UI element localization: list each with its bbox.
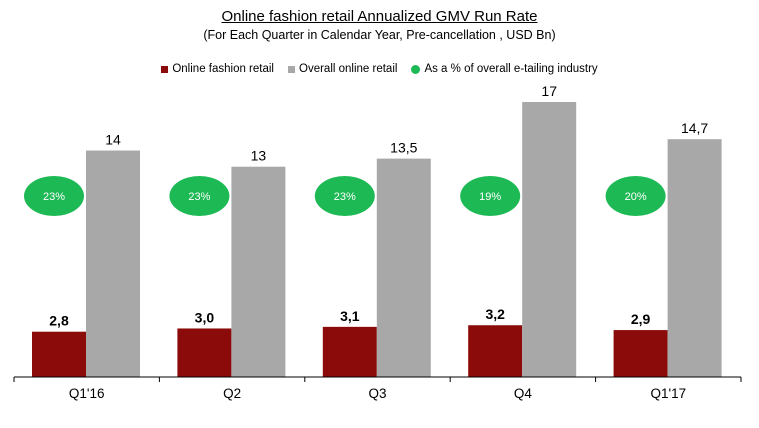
data-label-online-fashion-retail: 3,1 — [340, 308, 360, 324]
x-tick-label: Q3 — [368, 386, 386, 401]
data-label-overall-online-retail: 13,5 — [390, 140, 417, 156]
bar-online-fashion-retail — [468, 325, 523, 377]
legend-label-online-fashion-retail: Online fashion retail — [172, 63, 274, 75]
bar-online-fashion-retail — [32, 331, 86, 377]
legend-label-overall-online-retail: Overall online retail — [299, 63, 398, 75]
share-percent-label: 19% — [479, 191, 501, 203]
share-percent-marker — [460, 176, 521, 216]
share-percent-marker — [169, 176, 230, 216]
bar-overall-online-retail — [522, 102, 577, 377]
chart-subtitle: (For Each Quarter in Calendar Year, Pre-… — [203, 28, 556, 42]
legend-swatch-share-percent — [411, 64, 421, 74]
data-label-overall-online-retail: 14,7 — [681, 120, 708, 136]
data-label-overall-online-retail: 14 — [105, 132, 121, 148]
legend-swatch-overall-online-retail — [288, 65, 295, 73]
bar-overall-online-retail — [376, 158, 431, 377]
data-label-online-fashion-retail: 2,9 — [631, 311, 651, 327]
legend-item-online-fashion-retail: Online fashion retail — [161, 63, 274, 75]
bar-online-fashion-retail — [322, 326, 377, 377]
data-label-online-fashion-retail: 3,0 — [195, 309, 215, 325]
data-label-online-fashion-retail: 2,8 — [49, 313, 69, 329]
chart-title: Online fashion retail Annualized GMV Run… — [221, 8, 538, 25]
legend-swatch-online-fashion-retail — [161, 65, 169, 73]
share-percent-label: 23% — [188, 191, 210, 203]
bar-online-fashion-retail — [613, 330, 668, 377]
share-percent-marker — [314, 176, 375, 216]
bar-online-fashion-retail — [177, 328, 232, 377]
x-tick-label: Q1'16 — [69, 386, 105, 401]
share-percent-label: 23% — [334, 191, 356, 203]
bar-overall-online-retail — [667, 139, 722, 377]
bar-overall-online-retail — [86, 150, 140, 377]
legend-item-overall-online-retail: Overall online retail — [288, 63, 397, 75]
x-tick-label: Q1'17 — [650, 386, 686, 401]
data-label-overall-online-retail: 13 — [251, 148, 267, 164]
legend: Online fashion retail Overall online ret… — [0, 63, 759, 75]
share-percent-marker — [605, 176, 666, 216]
share-percent-label: 23% — [43, 191, 65, 203]
legend-item-share-percent: As a % of overall e-tailing industry — [411, 63, 598, 75]
data-label-online-fashion-retail: 3,2 — [485, 306, 505, 322]
bar-overall-online-retail — [231, 166, 286, 377]
share-percent-label: 20% — [625, 191, 647, 203]
legend-label-share-percent: As a % of overall e-tailing industry — [424, 63, 598, 75]
x-tick-label: Q4 — [514, 386, 533, 401]
data-label-overall-online-retail: 17 — [541, 83, 557, 99]
x-tick-label: Q2 — [223, 386, 241, 401]
share-percent-marker — [24, 176, 84, 216]
